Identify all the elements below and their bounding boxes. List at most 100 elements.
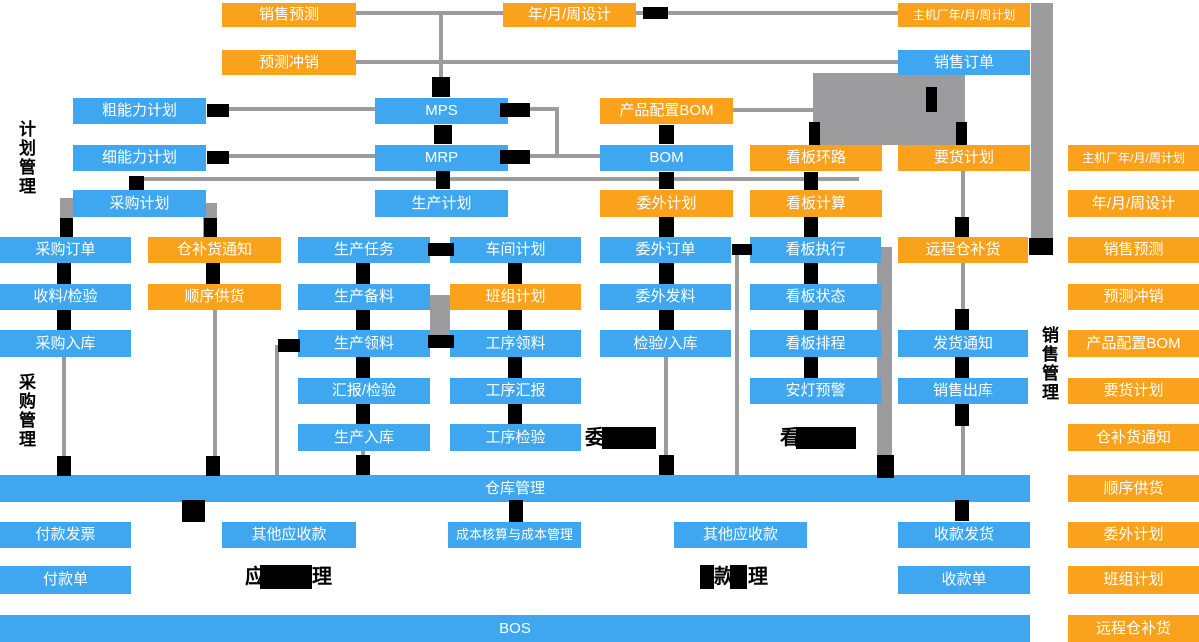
connector-block [207, 151, 229, 164]
connector-line [961, 263, 965, 330]
node-payment-invoice: 付款发票 [0, 522, 131, 548]
connector-block [804, 357, 818, 378]
node-oem-year-month-week-plan-top: 主机厂年/月/周计划 [898, 3, 1030, 27]
connector-line [636, 11, 898, 15]
node-kanban-calculation: 看板计算 [750, 190, 882, 217]
connector-block [956, 122, 967, 145]
node-right-delivery-requirement-plan: 要货计划 [1068, 378, 1199, 404]
node-inspection-inbound: 检验/入库 [600, 330, 731, 357]
node-mps: MPS [375, 98, 508, 124]
node-right-sequential-supply: 顺序供货 [1068, 475, 1199, 502]
connector-block [432, 77, 450, 97]
connector-block [804, 217, 818, 237]
node-kanban-loop: 看板环路 [750, 145, 882, 171]
connector-line [813, 73, 965, 145]
node-warehouse-management-bar: 仓库管理 [0, 475, 1030, 502]
node-right-year-month-week-design: 年/月/周设计 [1068, 190, 1199, 217]
connector-block [500, 150, 530, 164]
connector-block [428, 243, 454, 256]
node-process-material-requisition: 工序领料 [450, 330, 581, 357]
connector-block [434, 125, 452, 144]
node-year-month-week-design-top: 年/月/周设计 [503, 3, 636, 27]
node-right-team-plan: 班组计划 [1068, 566, 1199, 594]
connector-block [955, 217, 969, 237]
connector-block [260, 565, 312, 589]
node-outsourcing-material-issue: 委外发料 [600, 284, 731, 310]
node-rough-capacity-plan: 粗能力计划 [73, 98, 206, 124]
node-sales-outbound: 销售出库 [898, 378, 1028, 404]
connector-block [57, 456, 71, 476]
connector-block [206, 263, 220, 284]
node-right-sales-forecast: 销售预测 [1068, 237, 1199, 263]
node-production-material-prep: 生产备料 [298, 284, 430, 310]
connector-block [57, 310, 71, 330]
node-receipt-slip: 收款单 [898, 566, 1030, 594]
purchasing-management-label: 采购管理 [16, 373, 35, 449]
node-right-outsourcing-plan: 委外计划 [1068, 522, 1199, 548]
connector-block [796, 427, 856, 449]
node-warehouse-replenishment-notice: 仓补货通知 [148, 237, 281, 263]
connector-block [955, 357, 969, 378]
connector-line [733, 108, 813, 112]
connector-block [356, 263, 370, 284]
connector-block [659, 310, 674, 330]
receivables-management-label-fragment-2: 理 [748, 566, 768, 588]
node-sales-forecast-top: 销售预测 [222, 3, 356, 27]
connector-block [356, 404, 370, 424]
connector-block [804, 310, 818, 330]
connector-line [877, 247, 892, 475]
connector-block [730, 565, 747, 589]
node-outsourcing-plan: 委外计划 [600, 190, 733, 217]
connector-block [508, 310, 522, 330]
node-payment-slip: 付款单 [0, 566, 131, 594]
connector-block [508, 404, 522, 424]
node-remote-warehouse-replenishment: 远程仓补货 [898, 237, 1028, 263]
connector-block [428, 335, 454, 348]
node-production-task: 生产任务 [298, 237, 430, 263]
connector-line [664, 357, 668, 475]
connector-line [961, 426, 965, 475]
node-mrp: MRP [375, 145, 508, 171]
node-process-inspection: 工序检验 [450, 424, 581, 451]
node-right-remote-warehouse-replenishment: 远程仓补货 [1068, 615, 1199, 642]
connector-block [659, 455, 674, 475]
connector-block [955, 500, 969, 521]
node-product-config-bom: 产品配置BOM [600, 98, 733, 124]
connector-block [207, 104, 229, 117]
connector-block [500, 103, 530, 117]
node-delivery-requirement-plan: 要货计划 [898, 145, 1030, 171]
connector-block [659, 263, 674, 284]
node-shipping-notice: 发货通知 [898, 330, 1028, 357]
node-production-plan: 生产计划 [375, 190, 508, 217]
node-cost-accounting-management: 成本核算与成本管理 [448, 522, 581, 548]
connector-block [57, 263, 71, 284]
connector-line [356, 11, 503, 15]
connector-block [356, 310, 370, 330]
connector-block [436, 171, 450, 189]
connector-block [955, 404, 969, 426]
connector-line [961, 171, 965, 237]
connector-block [804, 263, 818, 284]
node-report-inspection: 汇报/检验 [298, 378, 430, 404]
node-kanban-scheduling: 看板排程 [750, 330, 881, 357]
connector-block [508, 263, 522, 284]
connector-line [356, 60, 898, 64]
connector-line [439, 13, 443, 79]
connector-block [602, 427, 656, 449]
node-sales-order: 销售订单 [898, 50, 1030, 75]
outsourcing-management-label-fragment: 委 [585, 427, 605, 449]
connector-block [659, 125, 674, 144]
connector-block [732, 244, 752, 255]
node-other-receivables-right: 其他应收款 [674, 522, 807, 548]
node-kanban-status: 看板状态 [750, 284, 881, 310]
connector-block [877, 455, 894, 478]
connector-block [659, 172, 674, 189]
receivables-management-label-fragment-1: 款 [714, 566, 734, 588]
node-sequential-supply: 顺序供货 [148, 284, 281, 310]
node-production-inbound: 生产入库 [298, 424, 430, 451]
connector-block [356, 357, 370, 378]
connector-line [555, 107, 559, 157]
connector-line [735, 250, 739, 475]
node-production-material-requisition: 生产领料 [298, 330, 430, 357]
